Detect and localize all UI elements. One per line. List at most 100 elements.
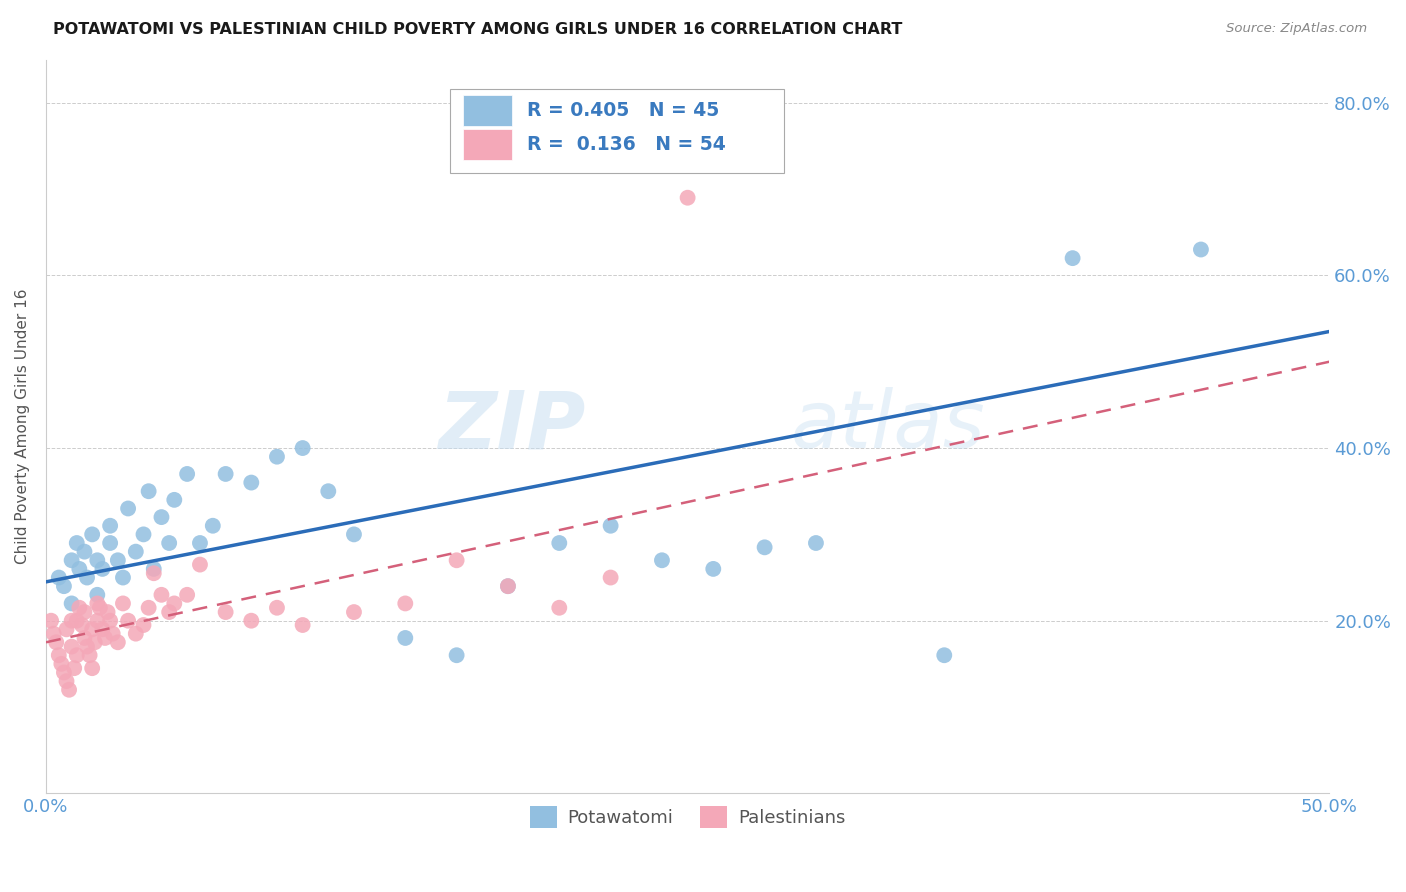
Point (82, 623, 104, 637)
Point (98, 536, 121, 550)
Point (214, 605, 236, 619)
Point (98, 614, 121, 628)
Point (73, 631, 96, 645)
Point (157, 536, 180, 550)
Point (291, 441, 314, 455)
Point (97, 605, 120, 619)
Point (142, 566, 165, 581)
Point (138, 484, 160, 499)
Point (240, 475, 263, 490)
Point (60, 553, 83, 567)
Point (188, 558, 211, 572)
Point (76, 570, 98, 584)
Point (82, 661, 104, 675)
Point (58, 682, 80, 697)
Point (266, 450, 288, 464)
Point (157, 605, 180, 619)
Point (394, 631, 416, 645)
Point (48, 570, 70, 584)
Point (176, 467, 198, 481)
FancyBboxPatch shape (450, 89, 785, 173)
Point (316, 484, 339, 499)
Point (291, 618, 314, 632)
Text: R =  0.136   N = 54: R = 0.136 N = 54 (527, 136, 725, 154)
Point (76, 640, 98, 654)
Point (89, 600, 111, 615)
Point (934, 648, 956, 663)
Point (117, 501, 139, 516)
Point (1062, 251, 1084, 265)
Bar (463, 129, 512, 161)
Point (125, 626, 148, 640)
Point (125, 544, 148, 558)
Point (55, 623, 77, 637)
Point (599, 570, 621, 584)
Text: ZIP: ZIP (437, 387, 585, 466)
Point (132, 618, 155, 632)
Point (111, 596, 134, 610)
Text: Source: ZipAtlas.com: Source: ZipAtlas.com (1226, 22, 1367, 36)
Point (107, 553, 129, 567)
Point (138, 600, 160, 615)
Point (82, 527, 104, 541)
Point (394, 596, 416, 610)
Point (86, 588, 108, 602)
Point (548, 600, 571, 615)
Point (63, 661, 86, 675)
Point (91, 623, 114, 637)
Point (266, 600, 288, 615)
Text: atlas: atlas (790, 387, 986, 466)
Point (79, 648, 101, 663)
Bar (463, 95, 512, 126)
Point (91, 562, 114, 576)
Point (446, 553, 468, 567)
Point (70, 618, 93, 632)
Point (343, 605, 366, 619)
Point (651, 553, 673, 567)
Point (48, 648, 70, 663)
Point (548, 536, 571, 550)
Point (60, 614, 83, 628)
Point (446, 648, 468, 663)
Text: POTAWATOMI VS PALESTINIAN CHILD POVERTY AMONG GIRLS UNDER 16 CORRELATION CHART: POTAWATOMI VS PALESTINIAN CHILD POVERTY … (53, 22, 903, 37)
Point (496, 579, 519, 593)
Y-axis label: Child Poverty Among Girls Under 16: Child Poverty Among Girls Under 16 (15, 289, 30, 565)
Point (86, 553, 108, 567)
Point (150, 588, 173, 602)
Point (496, 579, 519, 593)
Point (51, 657, 73, 671)
Point (73, 544, 96, 558)
Point (804, 536, 827, 550)
Point (1189, 243, 1212, 257)
Point (67, 600, 90, 615)
Point (188, 536, 211, 550)
Point (60, 596, 83, 610)
Point (60, 640, 83, 654)
Point (214, 467, 236, 481)
Point (240, 614, 263, 628)
Point (132, 527, 155, 541)
Legend: Potawatomi, Palestinians: Potawatomi, Palestinians (522, 799, 853, 836)
Point (117, 614, 139, 628)
Point (83, 635, 105, 649)
Point (66, 614, 89, 628)
Point (66, 536, 89, 550)
Point (676, 191, 699, 205)
Point (73, 605, 96, 619)
Point (754, 541, 776, 555)
Point (599, 518, 621, 533)
Point (66, 648, 89, 663)
Point (42, 626, 65, 640)
Point (343, 527, 366, 541)
Point (86, 614, 108, 628)
Point (702, 562, 724, 576)
Point (52, 579, 75, 593)
Point (55, 674, 77, 689)
Point (86, 596, 108, 610)
Point (45, 635, 67, 649)
Text: R = 0.405   N = 45: R = 0.405 N = 45 (527, 101, 720, 120)
Point (39, 614, 62, 628)
Point (163, 492, 186, 507)
Point (107, 635, 129, 649)
Point (142, 562, 165, 576)
